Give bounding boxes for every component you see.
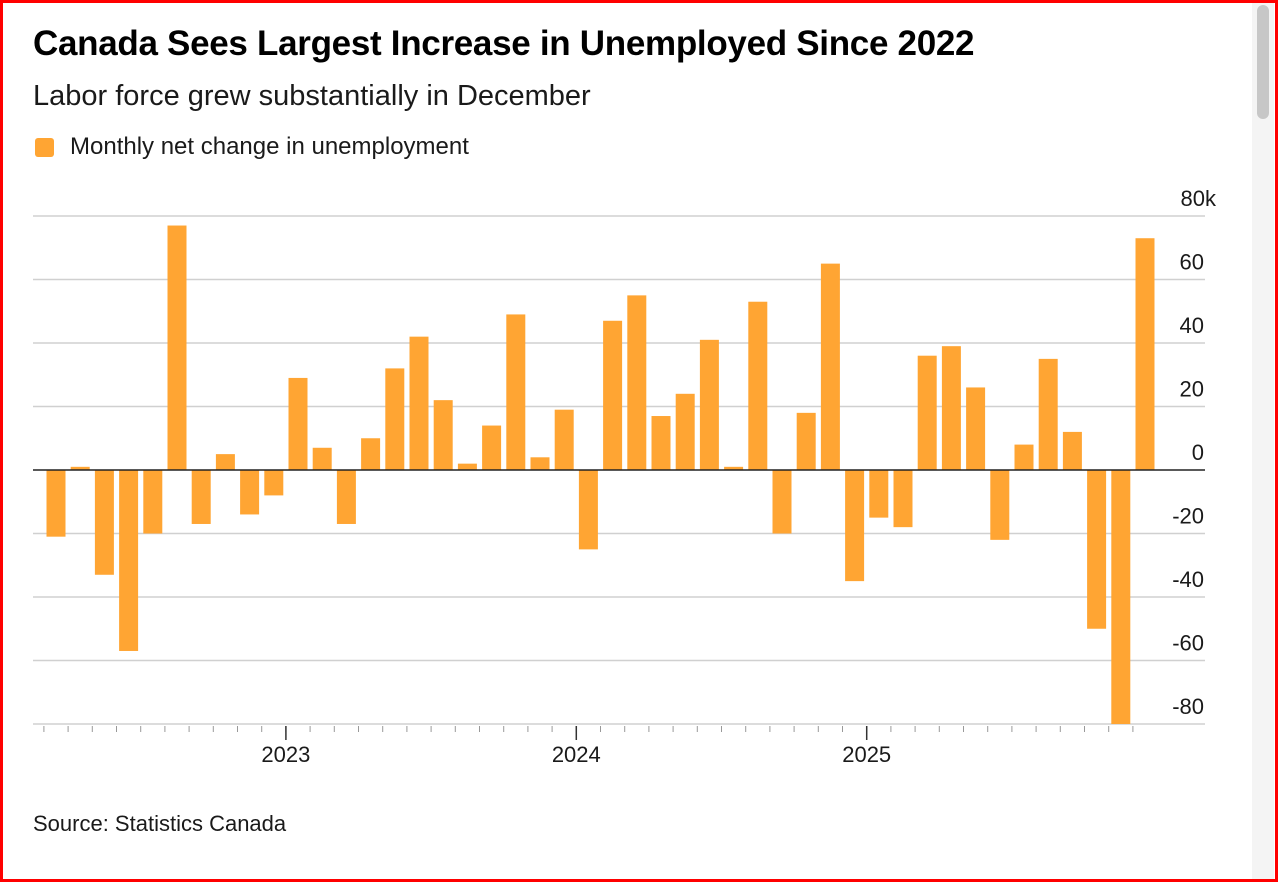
bar: [893, 470, 913, 528]
bar: [990, 470, 1010, 540]
chart-subtitle: Labor force grew substantially in Decemb…: [33, 80, 591, 112]
bar: [845, 470, 865, 582]
bar: [917, 355, 937, 470]
y-tick-label: 80k: [1181, 186, 1217, 211]
bar: [966, 387, 986, 470]
y-tick-label: 40: [1180, 313, 1204, 338]
bar: [603, 320, 623, 470]
bar: [820, 263, 840, 470]
bar: [748, 301, 768, 470]
bar: [1135, 238, 1155, 470]
bar: [1062, 431, 1082, 470]
chart-title: Canada Sees Largest Increase in Unemploy…: [33, 24, 975, 63]
legend: Monthly net change in unemployment: [35, 133, 469, 161]
bar: [191, 470, 211, 524]
x-tick-label: 2023: [261, 742, 310, 767]
x-tick-label: 2025: [842, 742, 891, 767]
y-tick-label: -40: [1172, 567, 1204, 592]
y-tick-label: -20: [1172, 504, 1204, 529]
bar: [530, 457, 550, 470]
bar: [264, 470, 284, 496]
scrollbar[interactable]: [1252, 3, 1274, 879]
bar: [675, 393, 695, 470]
bar: [167, 225, 187, 470]
bar: [94, 470, 114, 575]
bar: [554, 409, 574, 470]
bar: [312, 447, 332, 470]
x-tick-label: 2024: [552, 742, 601, 767]
bar: [772, 470, 792, 534]
bar: [336, 470, 356, 524]
bar: [627, 295, 647, 470]
bar: [941, 346, 961, 470]
y-tick-label: 20: [1180, 377, 1204, 402]
legend-swatch: [35, 137, 54, 157]
y-tick-label: -80: [1172, 694, 1204, 719]
y-tick-label: 60: [1180, 250, 1204, 275]
bar: [240, 470, 260, 515]
y-tick-label: 0: [1192, 440, 1204, 465]
bar: [119, 470, 139, 651]
bar: [215, 454, 235, 470]
bar: [143, 470, 163, 534]
bar: [1111, 470, 1131, 724]
bar: [651, 416, 671, 470]
bar: [869, 470, 889, 518]
bar: [46, 470, 66, 537]
bar: [361, 438, 381, 470]
bar: [433, 400, 453, 470]
source-note: Source: Statistics Canada: [33, 811, 287, 836]
bar: [1014, 444, 1034, 470]
y-tick-label: -60: [1172, 631, 1204, 656]
scrollbar-thumb[interactable]: [1257, 5, 1269, 119]
bar: [1038, 358, 1058, 470]
bar: [482, 425, 502, 470]
bar: [796, 412, 816, 470]
bar: [288, 377, 308, 470]
bar: [409, 336, 429, 470]
bar: [1087, 470, 1107, 629]
bar: [70, 466, 90, 470]
legend-label: Monthly net change in unemployment: [70, 133, 469, 160]
bar: [457, 463, 477, 470]
bar: [578, 470, 598, 550]
bar: [506, 314, 526, 470]
bar: [385, 368, 405, 470]
bar: [699, 339, 719, 470]
bar: [724, 466, 744, 470]
